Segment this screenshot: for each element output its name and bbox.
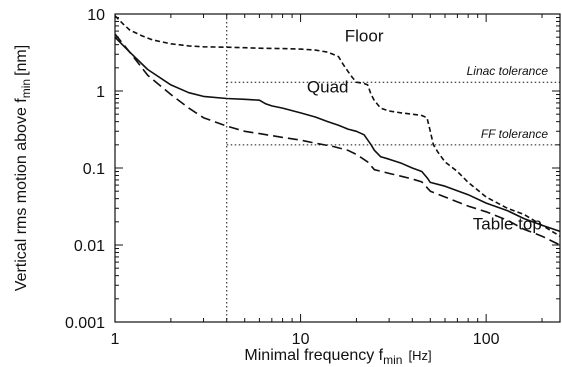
tolerance-label: Linac tolerance bbox=[467, 64, 549, 78]
series-line-floor bbox=[115, 15, 560, 237]
y-tick-label: 1 bbox=[96, 84, 105, 101]
series-annotation: Floor bbox=[345, 26, 384, 45]
y-axis-title: Vertical rms motion above fmin [nm] bbox=[13, 45, 33, 291]
y-tick-label: 10 bbox=[87, 7, 105, 24]
y-tick-label: 0.001 bbox=[65, 315, 105, 332]
y-axis-title-sub: min bbox=[19, 79, 33, 98]
series-line-quad bbox=[115, 36, 560, 233]
tolerance-label: FF tolerance bbox=[481, 127, 548, 141]
y-tick-label: 0.1 bbox=[83, 161, 105, 178]
tick-labels: 1 10 100 10 1 0.1 0.01 0.001 bbox=[65, 7, 500, 348]
x-axis-title-main: Minimal frequency f bbox=[244, 347, 383, 364]
series-annotation: Table top bbox=[473, 214, 542, 233]
series-layer bbox=[115, 15, 560, 246]
annotations: Linac tolerance FF tolerance Floor Quad Tabl… bbox=[307, 26, 548, 233]
axis-ticks bbox=[114, 14, 560, 323]
y-axis-title-main: Vertical rms motion above f bbox=[13, 98, 30, 292]
plot-frame bbox=[114, 13, 561, 323]
series-annotation: Quad bbox=[307, 78, 349, 97]
x-axis-title-unit: [Hz] bbox=[408, 348, 431, 363]
x-tick-label: 1 bbox=[111, 331, 120, 348]
x-tick-label: 10 bbox=[292, 331, 310, 348]
reference-lines bbox=[226, 14, 560, 322]
x-tick-label: 100 bbox=[473, 331, 500, 348]
x-axis-title: Minimal frequency fmin [Hz] bbox=[244, 347, 431, 367]
y-tick-label: 0.01 bbox=[74, 238, 105, 255]
x-axis-title-sub: min bbox=[383, 353, 402, 367]
y-axis-title-unit: [nm] bbox=[13, 45, 30, 76]
series-line-table-top bbox=[115, 33, 560, 246]
